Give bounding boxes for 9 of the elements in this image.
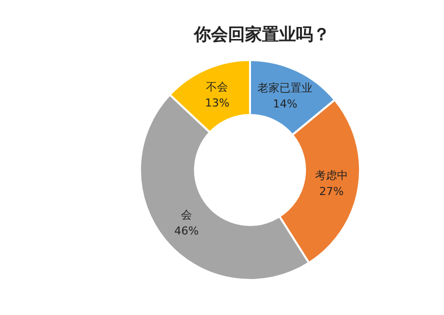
data-label: 14% xyxy=(272,97,298,110)
data-label: 13% xyxy=(205,96,230,110)
data-label: 27% xyxy=(319,184,344,198)
slice-label: 不会 xyxy=(206,80,228,94)
slice-label: 会 xyxy=(180,208,192,222)
slice-label: 考虑中 xyxy=(314,168,348,182)
slice-label: 老家已置业 xyxy=(258,81,313,94)
chart-title: 你会回家置业吗？ xyxy=(193,25,330,45)
data-label: 46% xyxy=(174,224,199,238)
